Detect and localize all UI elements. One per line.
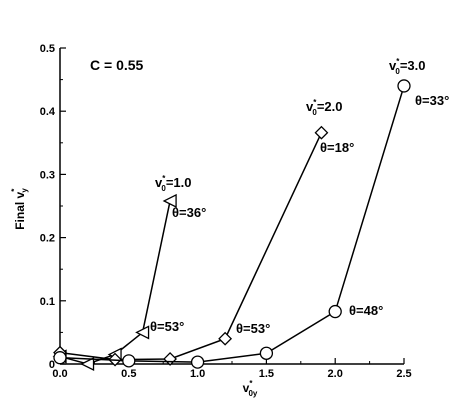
axes: 0 0.1 0.2 0.3 0.4 0.5 0.0 0.5 1.0 1.5 2.0 2.5 [40,43,412,380]
x-tick-label: 1.5 [259,368,274,380]
circle-marker [259,346,274,360]
triangle-marker [135,325,150,340]
chart-annotations: C = 0.55 v* 0=1.0 θ=36° θ=53° v* 0=2.0 θ=1… [10,57,449,398]
series-2-label: v* 0=2.0 [306,98,342,117]
series-3-angle-bottom: θ=48° [349,303,383,318]
c-value-label: C = 0.55 [90,57,144,73]
chart-marks [52,79,411,372]
x-tick-label: 0.5 [121,368,136,380]
y-tick-label: 0 [49,359,55,371]
circle-marker [397,79,411,93]
y-tick-label: 0.1 [40,296,55,308]
series-1-label: v* 0=1.0 [155,174,191,193]
y-tick-label: 0.2 [40,233,55,245]
x-tick-label: 2.5 [396,368,411,380]
circle-marker [122,354,136,368]
circle-marker [328,304,342,319]
x-tick-label: 2.0 [328,368,343,380]
series-3 [53,79,411,369]
y-tick-label: 0.3 [40,169,55,181]
series-3-angle-top: θ=33° [415,93,449,108]
diamond-marker [163,352,177,366]
triangle-marker [80,356,95,372]
triangle-marker [162,193,177,208]
y-tick-label: 0.5 [40,43,55,55]
series-line [59,85,405,363]
series-2-angle-bottom: θ=53° [236,321,270,336]
diamond-marker [218,331,233,346]
series-1-angle-top: θ=36° [172,205,206,220]
series-line [59,200,171,365]
diamond-marker [314,125,329,140]
series-2 [53,125,329,367]
y-tick-label: 0.4 [40,106,56,118]
series-2-angle-top: θ=18° [320,140,354,155]
x-axis-title: v* 0y [243,379,258,398]
circle-marker [190,355,205,369]
series-1-angle-bottom: θ=53° [150,319,184,334]
y-axis-title: Final v*y [10,188,29,230]
series-1 [52,193,177,372]
series-3-label: v* 0=3.0 [389,57,425,76]
series-line [59,132,323,361]
x-tick-label: 1.0 [190,368,205,380]
x-tick-label: 0.0 [52,368,67,380]
circle-marker [53,351,67,365]
